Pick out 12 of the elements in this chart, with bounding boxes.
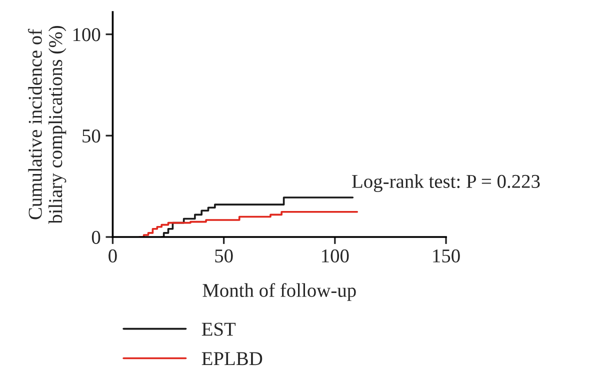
y-tick-label: 50 [82, 129, 100, 143]
annotation: Log-rank test: P = 0.223 [352, 174, 540, 192]
y-axis-title: Cumulative incidence of biliary complications (%) [28, 26, 66, 224]
x-tick-label: 150 [433, 249, 460, 262]
x-tick-label: 0 [108, 249, 117, 262]
legend-label: EST [202, 322, 236, 336]
legend-label: EPLBD [202, 352, 262, 366]
y-tick-label: 100 [73, 28, 100, 42]
x-tick-label: 50 [215, 249, 233, 262]
x-tick-label: 100 [322, 249, 349, 262]
x-axis-title: Month of follow-up [202, 283, 356, 301]
y-tick-label: 0 [92, 230, 100, 244]
